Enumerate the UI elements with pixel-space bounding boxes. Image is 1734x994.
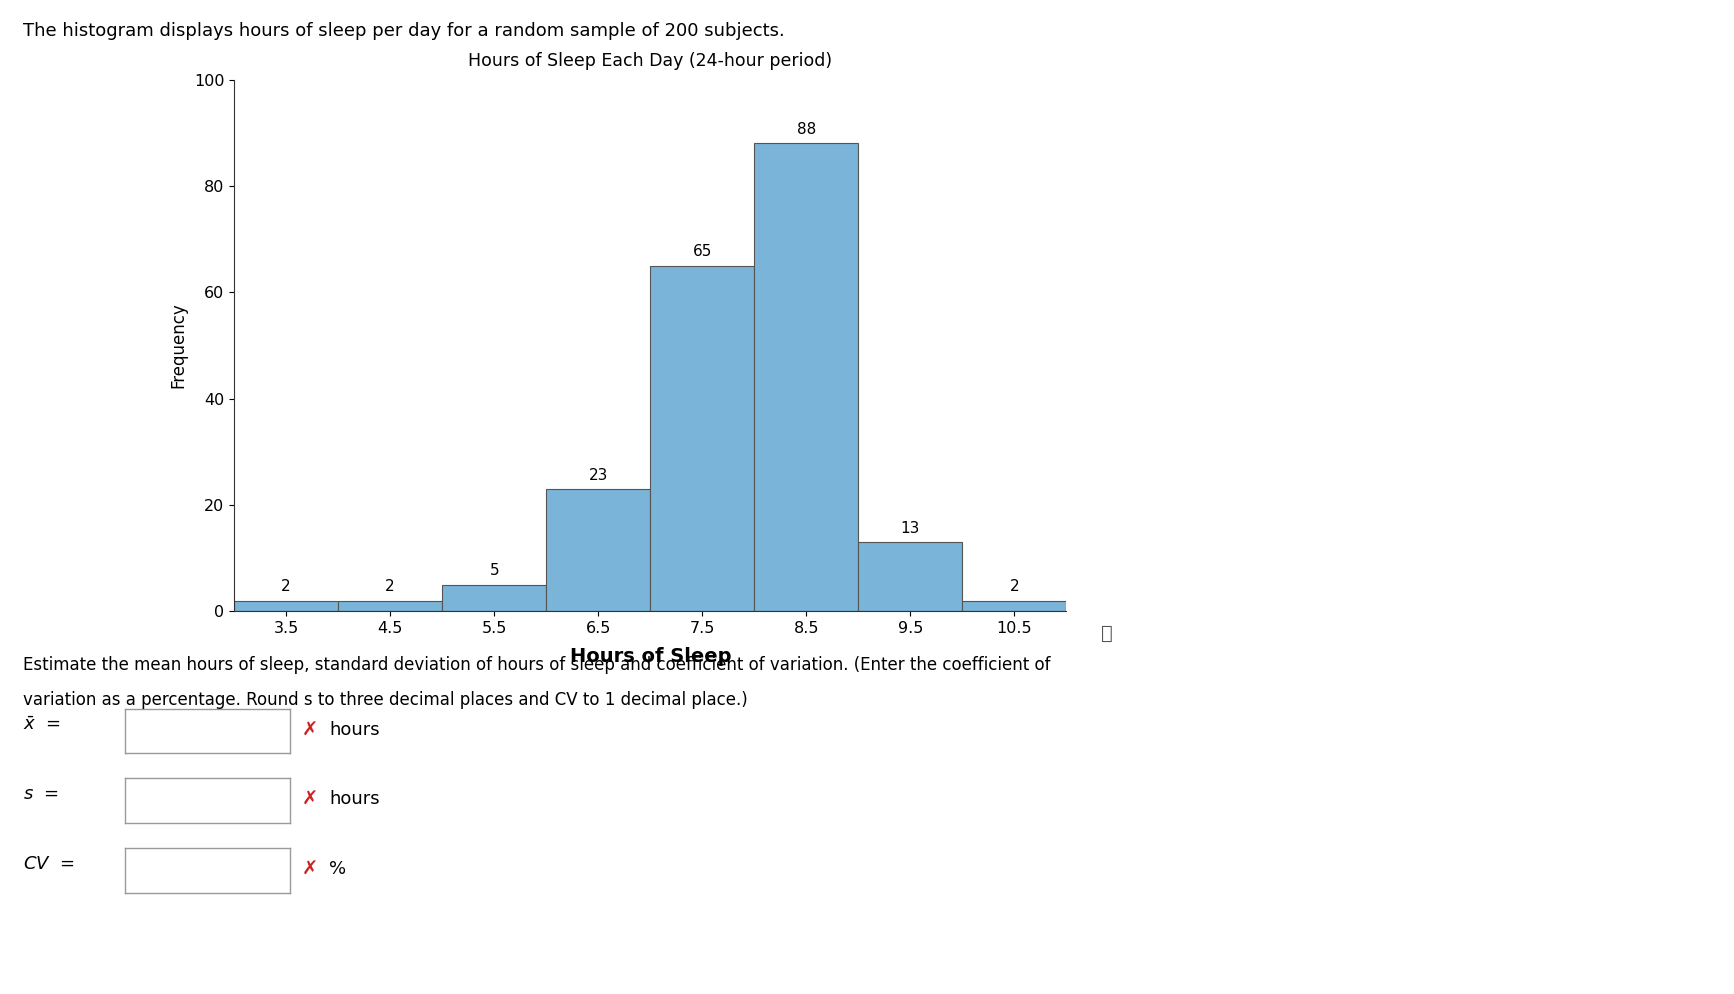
Text: variation as a percentage. Round s to three decimal places and CV to 1 decimal p: variation as a percentage. Round s to th… bbox=[23, 691, 747, 709]
Text: 2: 2 bbox=[281, 580, 291, 594]
Text: hours: hours bbox=[329, 721, 380, 739]
Bar bbox=[338, 600, 442, 611]
Text: %: % bbox=[329, 860, 347, 878]
Title: Hours of Sleep Each Day (24-hour period): Hours of Sleep Each Day (24-hour period) bbox=[468, 52, 832, 70]
Text: 23: 23 bbox=[588, 467, 609, 483]
Text: 13: 13 bbox=[900, 521, 921, 536]
Text: 65: 65 bbox=[692, 245, 713, 259]
Bar bbox=[442, 584, 546, 611]
Text: 88: 88 bbox=[796, 122, 817, 137]
Text: ✗: ✗ bbox=[302, 860, 317, 879]
Text: $s$  =: $s$ = bbox=[23, 785, 59, 803]
Bar bbox=[962, 600, 1066, 611]
Text: 5: 5 bbox=[489, 564, 499, 579]
Bar bbox=[858, 542, 962, 611]
Text: ✗: ✗ bbox=[302, 790, 317, 809]
Text: ⓘ: ⓘ bbox=[1101, 624, 1113, 643]
Bar bbox=[234, 600, 338, 611]
Text: The histogram displays hours of sleep per day for a random sample of 200 subject: The histogram displays hours of sleep pe… bbox=[23, 22, 784, 40]
Text: hours: hours bbox=[329, 790, 380, 808]
Text: $\bar{x}$  =: $\bar{x}$ = bbox=[23, 716, 61, 734]
Bar bbox=[650, 265, 754, 611]
Y-axis label: Frequency: Frequency bbox=[168, 302, 187, 389]
Text: 2: 2 bbox=[385, 580, 395, 594]
X-axis label: Hours of Sleep: Hours of Sleep bbox=[569, 647, 732, 666]
Text: Estimate the mean hours of sleep, standard deviation of hours of sleep and coeff: Estimate the mean hours of sleep, standa… bbox=[23, 656, 1051, 674]
Bar bbox=[754, 143, 858, 611]
Text: $CV$  =: $CV$ = bbox=[23, 855, 75, 873]
Text: ✗: ✗ bbox=[302, 721, 317, 740]
Bar bbox=[546, 489, 650, 611]
Text: 2: 2 bbox=[1009, 580, 1020, 594]
